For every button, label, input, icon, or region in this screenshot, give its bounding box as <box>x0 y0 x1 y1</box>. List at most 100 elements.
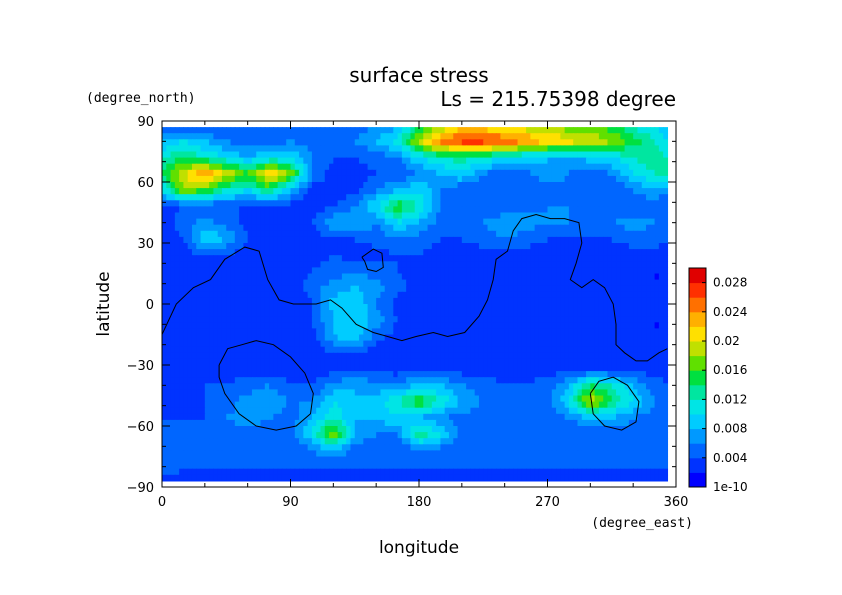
heatmap-cell <box>170 304 176 311</box>
heatmap-cell <box>658 334 664 342</box>
heatmap-cell <box>256 310 262 317</box>
heatmap-cell <box>200 175 206 183</box>
heatmap-cell <box>174 273 180 281</box>
heatmap-cell <box>269 212 274 220</box>
heatmap-cell <box>337 145 343 153</box>
heatmap-cell <box>663 334 669 342</box>
heatmap-cell <box>329 243 334 250</box>
heatmap-cell <box>294 224 300 232</box>
heatmap-cell <box>239 194 244 201</box>
heatmap-cell <box>187 133 193 140</box>
heatmap-cell <box>294 133 300 140</box>
heatmap-cell <box>363 236 369 244</box>
heatmap-cell <box>401 297 407 305</box>
heatmap-cell <box>217 175 223 183</box>
heatmap-cell <box>573 230 579 238</box>
heatmap-cell <box>277 139 283 146</box>
heatmap-cell <box>401 310 407 317</box>
heatmap-cell <box>256 157 262 165</box>
heatmap-cell <box>534 188 540 195</box>
heatmap-cell <box>650 273 656 281</box>
heatmap-cell <box>209 267 214 275</box>
heatmap-cell <box>191 261 197 268</box>
heatmap-cell <box>628 224 634 232</box>
heatmap-cell <box>196 328 202 336</box>
heatmap-cell <box>260 297 266 305</box>
heatmap-cell <box>162 334 167 342</box>
heatmap-cell <box>581 346 587 354</box>
heatmap-cell <box>183 243 189 250</box>
heatmap-cell <box>530 157 536 165</box>
heatmap-cell <box>556 151 561 159</box>
heatmap-cell <box>513 243 519 250</box>
heatmap-cell <box>294 243 300 250</box>
heatmap-cell <box>389 261 394 268</box>
heatmap-cell <box>311 340 317 348</box>
heatmap-cell <box>487 145 493 153</box>
heatmap-cell <box>397 133 403 140</box>
heatmap-cell <box>209 243 214 250</box>
heatmap-cell <box>170 377 176 384</box>
heatmap-cell <box>620 310 626 317</box>
heatmap-cell <box>320 273 326 281</box>
heatmap-cell <box>333 304 339 311</box>
heatmap-cell <box>389 358 394 366</box>
heatmap-cell <box>221 127 227 134</box>
heatmap-cell <box>620 273 626 281</box>
heatmap-cell <box>191 139 197 146</box>
heatmap-cell <box>603 230 609 238</box>
heatmap-cell <box>311 365 317 372</box>
heatmap-cell <box>496 182 501 189</box>
heatmap-cell <box>359 243 364 250</box>
heatmap-cell <box>568 218 574 226</box>
heatmap-cell <box>641 322 647 329</box>
heatmap-cell <box>603 261 609 268</box>
heatmap-cell <box>603 218 609 226</box>
heatmap-cell <box>466 249 471 256</box>
heatmap-cell <box>607 200 613 207</box>
heatmap-cell <box>286 365 292 372</box>
heatmap-cell <box>526 346 531 354</box>
heatmap-cell <box>444 206 450 214</box>
heatmap-cell <box>440 273 446 281</box>
heatmap-cell <box>560 188 566 195</box>
heatmap-cell <box>359 200 364 207</box>
heatmap-cell <box>568 255 574 262</box>
heatmap-cell <box>534 304 540 311</box>
heatmap-cell <box>281 243 287 250</box>
heatmap-cell <box>269 194 274 201</box>
heatmap-cell <box>496 218 501 226</box>
heatmap-cell <box>616 230 621 238</box>
heatmap-cell <box>483 200 489 207</box>
heatmap-cell <box>440 267 446 275</box>
heatmap-cell <box>196 175 202 183</box>
heatmap-cell <box>170 194 176 201</box>
heatmap-cell <box>341 243 347 250</box>
heatmap-cell <box>624 218 630 226</box>
heatmap-cell <box>286 371 292 378</box>
heatmap-cell <box>556 310 561 317</box>
heatmap-cell <box>281 273 287 281</box>
heatmap-cell <box>628 346 634 354</box>
heatmap-cell <box>371 145 377 153</box>
heatmap-cell <box>256 383 262 390</box>
heatmap-cell <box>427 328 433 336</box>
heatmap-cell <box>316 200 322 207</box>
heatmap-cell <box>290 334 296 342</box>
heatmap-cell <box>564 182 570 189</box>
heatmap-cell <box>221 358 227 366</box>
heatmap-cell <box>243 188 249 195</box>
heatmap-cell <box>389 224 394 232</box>
heatmap-cell <box>474 334 480 342</box>
heatmap-cell <box>389 212 394 220</box>
heatmap-cell <box>556 304 561 311</box>
heatmap-cell <box>389 285 394 293</box>
heatmap-cell <box>598 261 604 268</box>
heatmap-cell <box>256 304 262 311</box>
heatmap-cell <box>526 145 531 153</box>
heatmap-cell <box>436 267 442 275</box>
heatmap-cell <box>564 145 570 153</box>
heatmap-cell <box>376 377 382 384</box>
heatmap-cell <box>496 175 501 183</box>
heatmap-cell <box>568 328 574 336</box>
